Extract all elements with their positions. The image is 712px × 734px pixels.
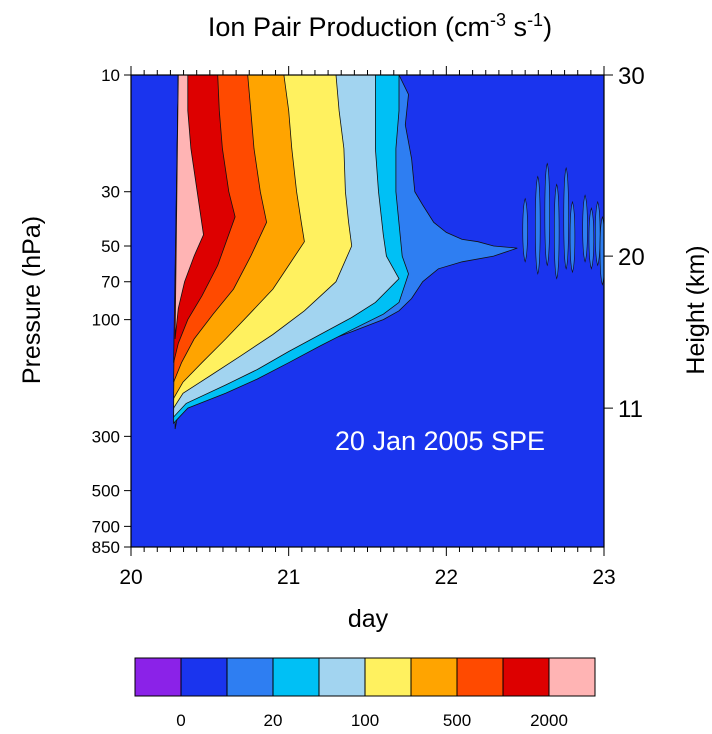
contour-patch: [522, 197, 528, 263]
contour-patch: [563, 167, 569, 270]
contour-patch: [588, 207, 595, 270]
colorbar-swatch: [502, 657, 550, 697]
x-tick-label: 22: [435, 566, 458, 589]
colorbar-label: 20: [264, 711, 283, 730]
y-axis-label: Pressure (hPa): [18, 216, 46, 384]
contour-patch: [595, 200, 601, 267]
y2-tick-label: 30: [618, 63, 645, 90]
y-tick-label: 100: [92, 311, 120, 330]
x-axis-label: day: [348, 605, 389, 633]
contour-patch: [544, 162, 550, 267]
colorbar-label: 500: [443, 711, 471, 730]
y-tick-label: 10: [101, 66, 120, 85]
y-tick-label: 850: [92, 538, 120, 557]
axis-ticks: [124, 66, 613, 556]
colorbar-swatch: [410, 657, 458, 697]
chart-title: Ion Pair Production (cm-3 s-1): [208, 10, 552, 42]
x-tick-label: 23: [592, 566, 615, 589]
colorbar-swatch: [272, 657, 320, 697]
y-tick-label: 30: [101, 183, 120, 202]
x-tick-label: 21: [277, 566, 300, 589]
y-tick-label: 50: [101, 237, 120, 256]
x-tick-labels: 20 21 22 23: [119, 566, 615, 589]
colorbar-swatch: [134, 657, 182, 697]
colorbar-swatch: [318, 657, 366, 697]
contour-level-8: [174, 75, 204, 340]
colorbar-label: 2000: [530, 711, 568, 730]
colorbar-label: 100: [351, 711, 379, 730]
y2-tick-label: 20: [618, 244, 645, 271]
colorbar-swatch: [456, 657, 504, 697]
colorbar-swatch: [548, 657, 596, 697]
y2-tick-label: 11: [618, 396, 643, 423]
contour-patch: [582, 194, 588, 263]
event-annotation: 20 Jan 2005 SPE: [335, 426, 545, 456]
right-tick-labels: 30 20 11: [618, 63, 645, 423]
colorbar-label: 0: [176, 711, 185, 730]
colorbar-swatch: [364, 657, 412, 697]
contour-patch: [569, 200, 576, 274]
y2-axis-label: Height (km): [682, 245, 710, 374]
colorbar-labels: 0 20 100 500 2000: [176, 711, 568, 730]
colorbar-swatch: [226, 657, 274, 697]
colorbar: [134, 657, 596, 697]
y-tick-label: 500: [92, 482, 120, 501]
plot-area: [131, 75, 604, 547]
y-tick-label: 700: [92, 517, 120, 536]
contour-patch: [535, 175, 541, 275]
y-tick-label: 70: [101, 273, 120, 292]
contour-patch: [554, 183, 560, 280]
x-tick-label: 20: [119, 566, 142, 589]
y-tick-label: 300: [92, 427, 120, 446]
colorbar-swatch: [180, 657, 228, 697]
contour-patch: [599, 215, 604, 286]
y-tick-labels: 10 30 50 70 100 300 500 700 850: [92, 66, 120, 557]
